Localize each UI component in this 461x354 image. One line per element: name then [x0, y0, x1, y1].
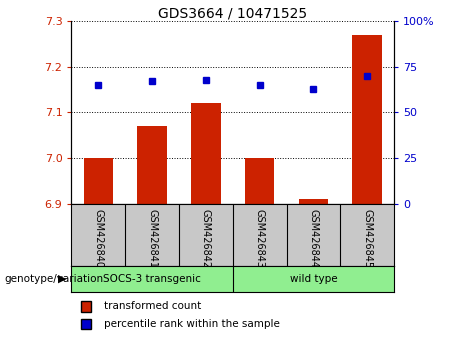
Text: genotype/variation: genotype/variation	[5, 274, 104, 284]
Bar	[191, 103, 221, 204]
Title: GDS3664 / 10471525: GDS3664 / 10471525	[158, 6, 307, 20]
Text: ▶: ▶	[59, 274, 67, 284]
Text: GSM426840: GSM426840	[93, 209, 103, 268]
Text: SOCS-3 transgenic: SOCS-3 transgenic	[103, 274, 201, 284]
Bar	[245, 158, 274, 204]
Text: GSM426844: GSM426844	[308, 209, 319, 268]
Text: percentile rank within the sample: percentile rank within the sample	[104, 319, 280, 329]
Bar	[299, 199, 328, 204]
Text: GSM426845: GSM426845	[362, 209, 372, 268]
Bar	[83, 158, 113, 204]
Bar	[353, 35, 382, 204]
Text: GSM426843: GSM426843	[254, 209, 265, 268]
Bar	[137, 126, 167, 204]
Text: GSM426842: GSM426842	[201, 209, 211, 268]
Text: wild type: wild type	[290, 274, 337, 284]
Text: transformed count: transformed count	[104, 302, 201, 312]
Text: GSM426841: GSM426841	[147, 209, 157, 268]
